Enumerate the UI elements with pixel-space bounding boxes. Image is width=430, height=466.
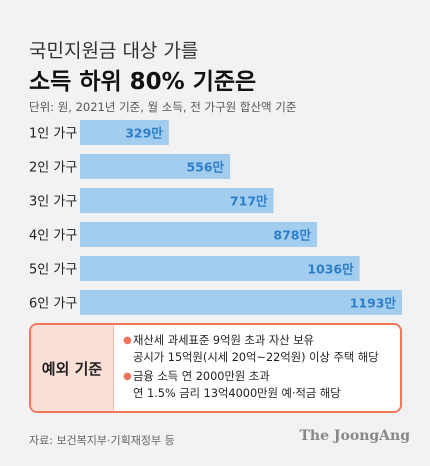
exception-box: 예외 기준 ● 재산세 과세표준 9억원 초과 자산 보유 공시가 15억원(시… (29, 323, 402, 413)
category-label: 4인 가구 (29, 229, 77, 244)
value-label: 1193만 (350, 296, 397, 311)
value-label: 556만 (186, 160, 224, 175)
bar-chart: 1인 가구 329만 2인 가구 556만 3인 가구 717만 4인 가구 878만 5인 가… (29, 120, 402, 315)
bar (80, 120, 169, 145)
category-label: 5인 가구 (29, 263, 77, 278)
source-note: 자료: 보건복지부·기획재정부 등 (29, 434, 175, 447)
exception-item-line: 연 1.5% 금리 13억4000만원 예·적금 해당 (133, 387, 341, 400)
category-label: 2인 가구 (29, 161, 77, 176)
category-label: 6인 가구 (29, 297, 77, 312)
exception-item: ● 금융 소득 연 2000만원 초과 연 1.5% 금리 13억4000만원 … (123, 368, 394, 402)
value-label: 1036만 (307, 262, 354, 277)
bar (80, 290, 402, 315)
exception-item-line: 공시가 15억원(시세 20억~22억원) 이상 주택 해당 (133, 351, 379, 364)
unit-note: 단위: 원, 2021년 기준, 월 소득, 전 가구원 합산액 기준 (29, 100, 297, 114)
bullet-icon: ● (123, 371, 132, 382)
exception-item-line: 금융 소득 연 2000만원 초과 (133, 370, 270, 383)
exception-item-line: 재산세 과세표준 9억원 초과 자산 보유 (133, 334, 315, 347)
bar (80, 154, 231, 179)
brand-logo: The JoongAng (299, 428, 410, 444)
bar (80, 222, 317, 247)
exception-items: ● 재산세 과세표준 9억원 초과 자산 보유 공시가 15억원(시세 20억~… (123, 332, 394, 404)
value-label: 329만 (125, 126, 163, 141)
category-label: 3인 가구 (29, 195, 77, 210)
value-label: 717만 (230, 194, 268, 209)
chart-title: 소득 하위 80% 기준은 (29, 69, 257, 95)
exception-label: 예외 기준 (31, 325, 114, 411)
bar (80, 256, 360, 281)
bar (80, 188, 274, 213)
bullet-icon: ● (123, 335, 132, 346)
exception-item: ● 재산세 과세표준 9억원 초과 자산 보유 공시가 15억원(시세 20억~… (123, 332, 394, 366)
value-label: 878만 (273, 228, 311, 243)
category-label: 1인 가구 (29, 127, 77, 142)
chart-subtitle: 국민지원금 대상 가를 (29, 40, 199, 62)
